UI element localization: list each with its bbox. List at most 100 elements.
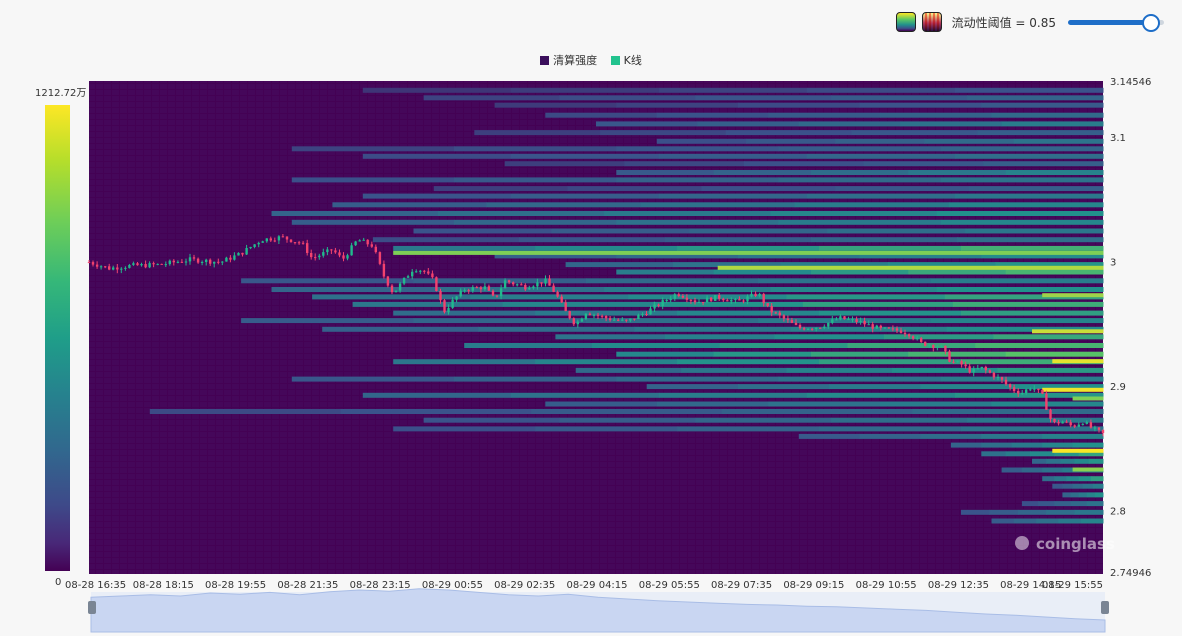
candle-body [657, 304, 660, 306]
x-tick-label: 08-29 02:35 [494, 580, 555, 591]
liquidity-band [778, 219, 942, 225]
liquidity-band [413, 278, 587, 284]
liquidity-band [940, 177, 1104, 183]
liquidity-band [725, 130, 852, 136]
liquidity-band [1062, 483, 1073, 489]
liquidity-band [652, 301, 804, 307]
zoom-handle-left[interactable] [88, 601, 96, 614]
liquidity-band [806, 153, 956, 159]
liquidity-band [1042, 433, 1104, 439]
candle-body [568, 311, 571, 319]
liquidity-band [362, 153, 512, 159]
candle-body [338, 252, 341, 256]
candle-body [382, 263, 386, 277]
liquidity-band [1062, 492, 1071, 498]
liquidity-band [981, 442, 1013, 448]
candle-body [213, 261, 216, 264]
liquidity-band [1017, 509, 1047, 515]
zoom-handle-right[interactable] [1101, 601, 1109, 614]
viridis-palette-icon[interactable] [895, 12, 916, 32]
liquidity-band [322, 326, 479, 332]
candle-body [411, 271, 414, 277]
candle-body [87, 262, 91, 264]
candle-body [140, 264, 143, 266]
candle-body [839, 316, 842, 320]
candle-body [1101, 429, 1105, 433]
liquidity-band [291, 219, 455, 225]
magma-palette-icon[interactable] [921, 12, 942, 32]
liquidity-band [819, 245, 962, 251]
liquidity-band [1046, 458, 1061, 464]
candle-body [596, 314, 600, 316]
candle-body [439, 291, 442, 301]
liquidity-band [888, 262, 996, 268]
candle-body [810, 328, 814, 330]
candle-body [815, 327, 818, 329]
candle-body [625, 319, 628, 321]
candle-body [903, 332, 907, 335]
liquidity-band [778, 376, 942, 382]
candle-body [952, 361, 955, 363]
liquidity-band [393, 359, 536, 365]
candle-body [459, 290, 462, 297]
liquidity-band [829, 384, 921, 390]
candle-body [495, 295, 499, 297]
threshold-slider[interactable] [1068, 12, 1164, 32]
colorbar[interactable] [45, 105, 70, 571]
liquidity-band [510, 392, 660, 398]
candle-body [722, 298, 725, 301]
candle-body [322, 252, 325, 256]
liquidity-band [658, 392, 808, 398]
liquidity-band [518, 237, 666, 243]
liquidity-band [952, 301, 1104, 307]
candle-body [209, 259, 212, 264]
candle-body [669, 298, 672, 301]
candle-body [608, 318, 612, 321]
candle-body [673, 294, 676, 299]
datazoom-slider[interactable] [88, 588, 1109, 633]
liquidity-band [362, 193, 512, 199]
candle-body [512, 282, 515, 285]
candle-body [798, 324, 802, 329]
candle-body [423, 270, 426, 272]
liquidity-band [1013, 138, 1104, 144]
x-tick-label: 08-28 21:35 [277, 580, 338, 591]
candle-body [1025, 389, 1028, 394]
candle-body [911, 336, 915, 339]
liquidity-band [975, 343, 1104, 348]
candle-body [980, 366, 983, 369]
hot-liquidity-band [717, 265, 1104, 270]
liquidity-band [1058, 518, 1082, 524]
candle-body [920, 338, 923, 342]
liquidity-band [1005, 351, 1104, 357]
candle-body [940, 345, 943, 347]
candle-body [524, 285, 527, 290]
candle-body [192, 257, 196, 259]
liquidity-band [961, 359, 1104, 365]
candle-body [714, 295, 717, 301]
liquidity-band [340, 409, 532, 414]
x-tick-label: 08-29 05:55 [639, 580, 700, 591]
liquidity-band [1054, 501, 1071, 507]
slider-knob[interactable] [1141, 14, 1160, 32]
legend-item-kline[interactable]: K线 [610, 52, 642, 68]
candle-body [649, 308, 652, 315]
liquidity-band [831, 417, 968, 423]
candle-body [479, 287, 483, 290]
legend-item-heatmap[interactable]: 清算强度 [540, 52, 597, 68]
candle-body [1097, 427, 1101, 430]
liquidity-band [892, 367, 999, 373]
liquidity-band [545, 401, 658, 407]
liquidity-band [352, 301, 504, 307]
liquidity-band [835, 186, 970, 192]
liquidity-band [585, 318, 759, 324]
candle-body [237, 252, 240, 256]
candle-body [176, 261, 180, 263]
candle-body [520, 284, 523, 286]
candle-body [1057, 422, 1060, 424]
liquidity-band [585, 278, 759, 284]
candle-body [637, 314, 640, 319]
liquidity-band [689, 228, 828, 234]
candle-body [281, 236, 285, 238]
